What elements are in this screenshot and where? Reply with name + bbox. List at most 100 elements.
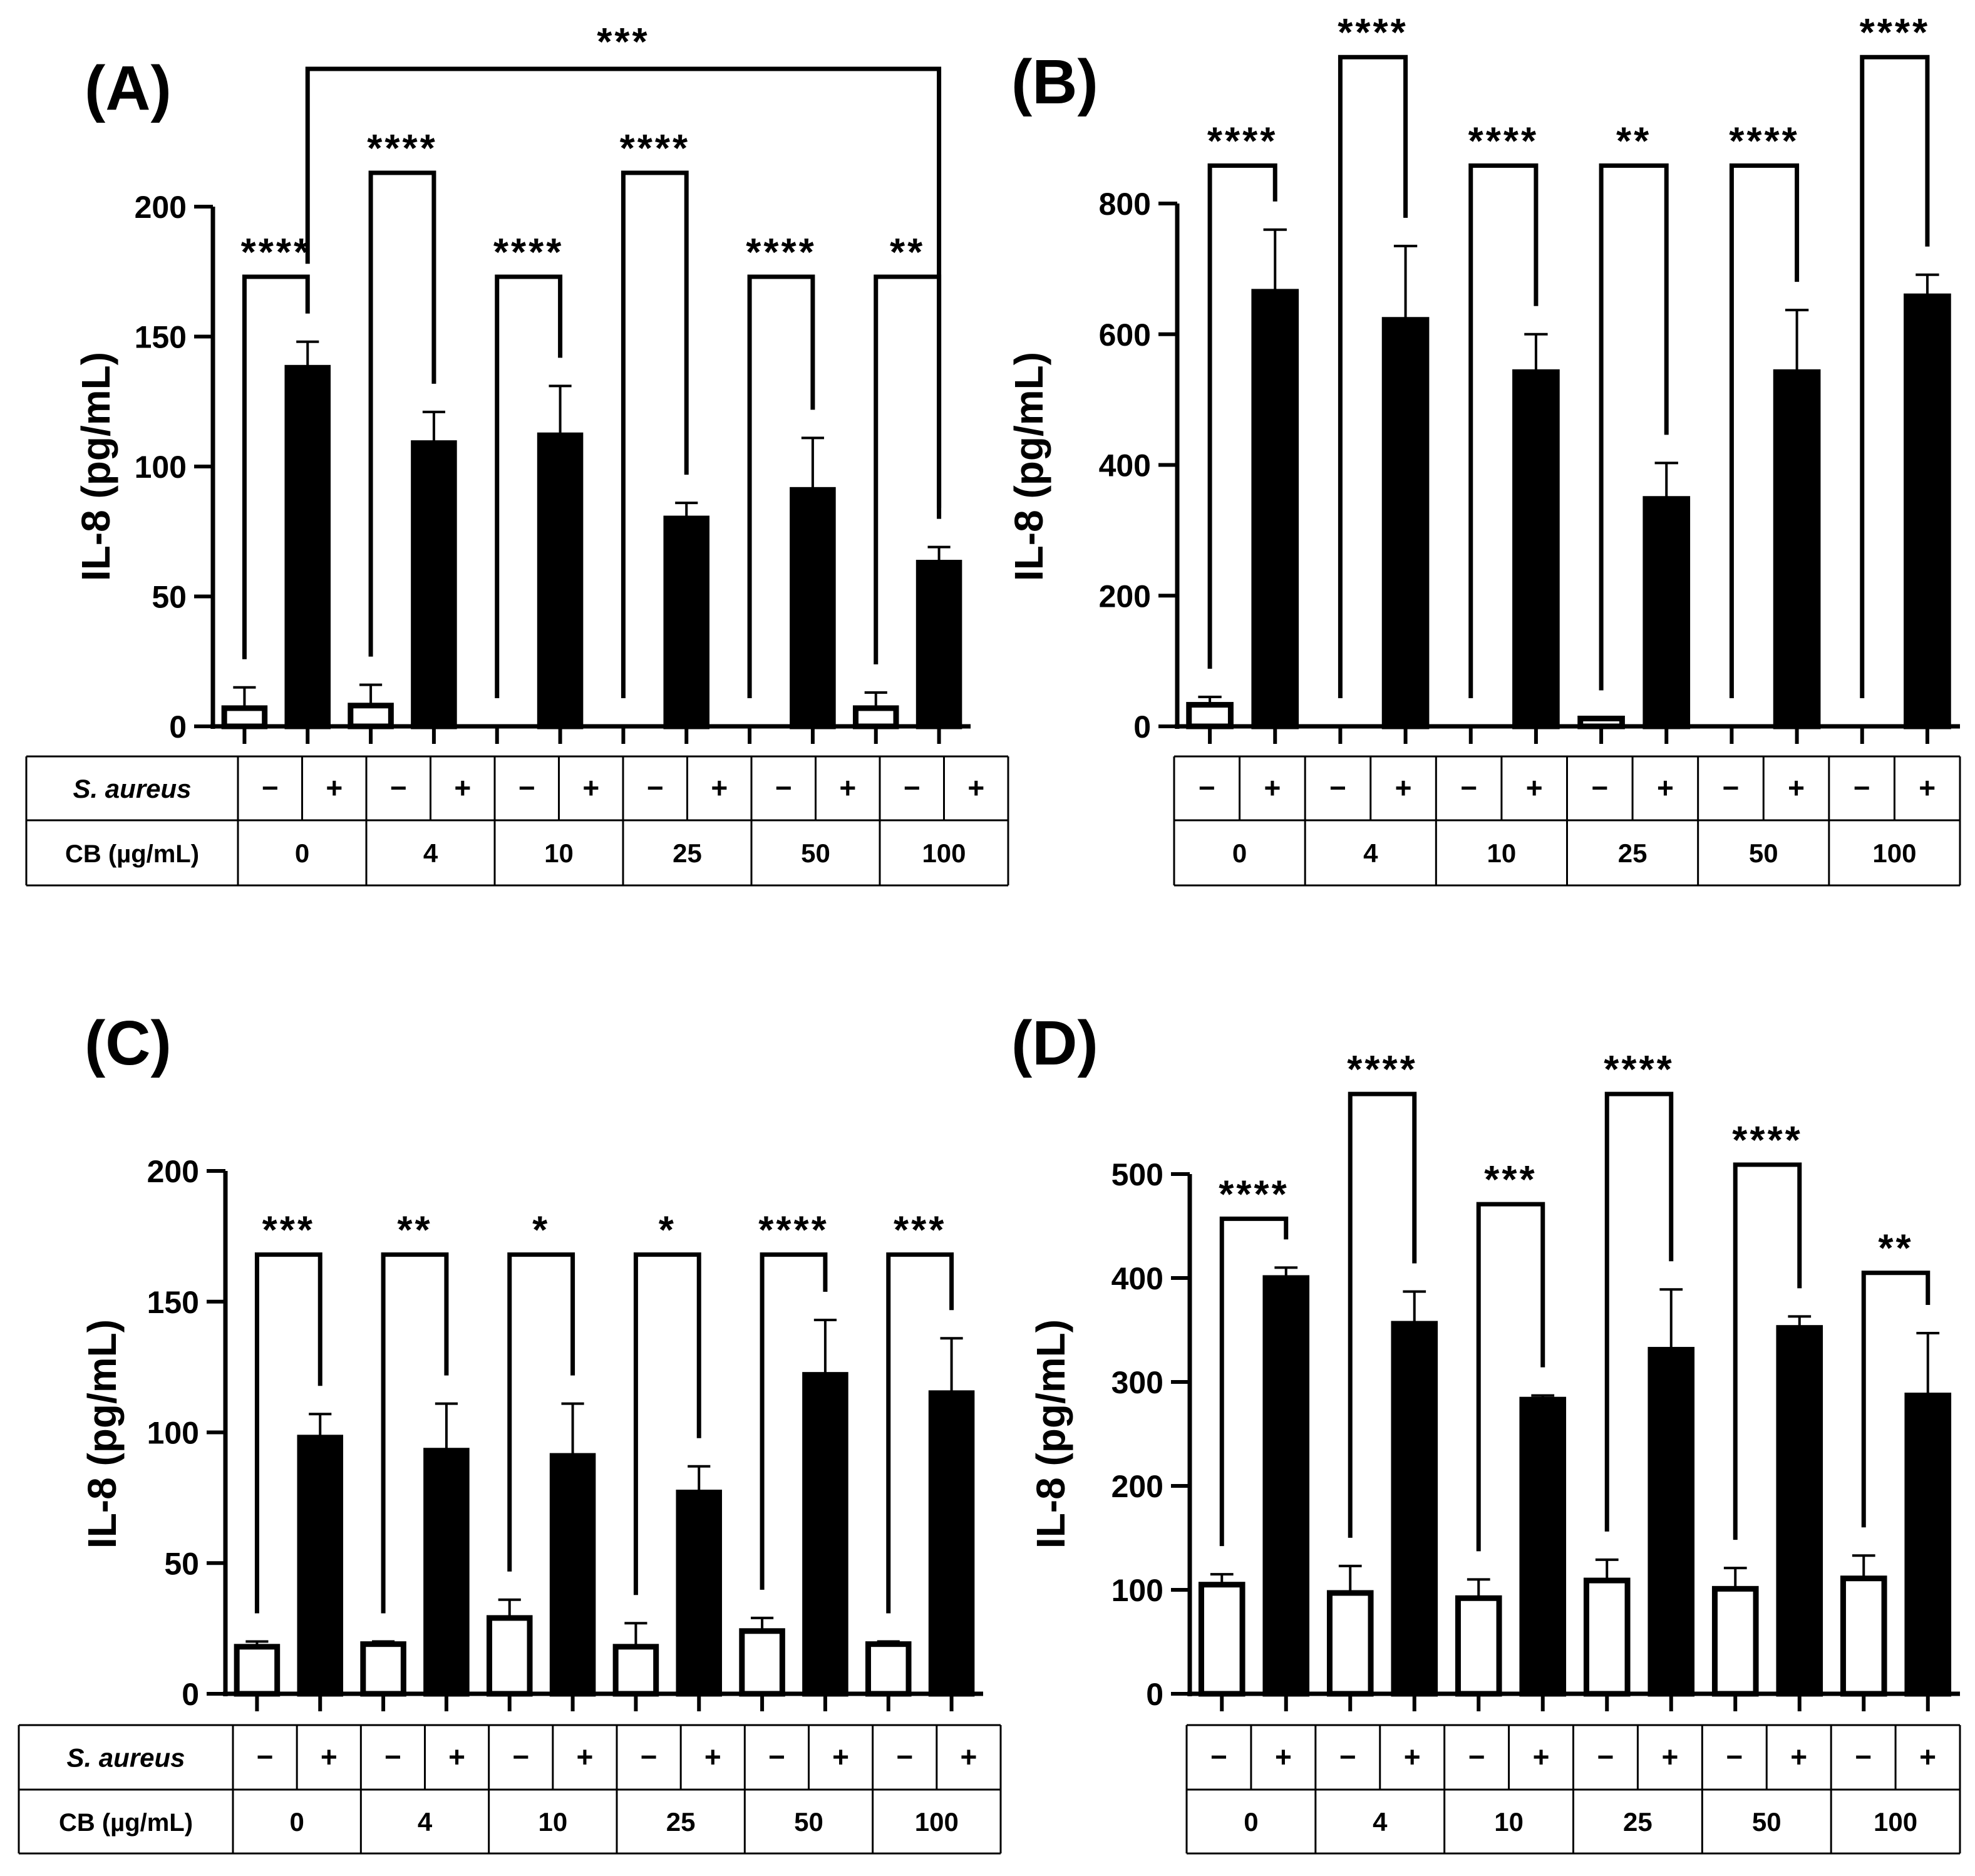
- significance-bracket: [1348, 1091, 1417, 1538]
- significance-label: *: [659, 1209, 676, 1252]
- plus-sign: +: [1533, 1741, 1550, 1773]
- panel-title: (C): [85, 1008, 172, 1078]
- significance-label: ****: [1207, 120, 1278, 163]
- bar-infected: [802, 1372, 848, 1697]
- minus-sign: −: [1854, 771, 1870, 804]
- significance-label: *: [532, 1209, 550, 1252]
- cb-label: CB (µg/mL): [59, 1809, 193, 1837]
- bar-control: [739, 1628, 785, 1697]
- y-tick-label: 500: [1111, 1157, 1163, 1192]
- minus-sign: −: [641, 1741, 657, 1773]
- minus-sign: −: [1723, 771, 1740, 804]
- bar-infected: [1381, 317, 1430, 729]
- significance-label: **: [1616, 120, 1651, 163]
- bar-infected: [1512, 369, 1560, 729]
- bar-infected: [1648, 1347, 1695, 1697]
- bar-infected: [1904, 1393, 1952, 1697]
- significance-bracket: [1861, 1270, 1931, 1528]
- cb-concentration: 0: [289, 1807, 304, 1837]
- bar-control: [348, 703, 394, 729]
- bar-infected: [790, 487, 836, 729]
- plus-sign: +: [960, 1741, 977, 1773]
- significance-bracket: [1604, 1091, 1674, 1532]
- significance-bracket: [621, 170, 689, 698]
- minus-sign: −: [775, 771, 792, 804]
- cb-concentration: 4: [418, 1807, 433, 1837]
- cb-concentration: 0: [1244, 1807, 1258, 1837]
- significance-label: **: [890, 231, 925, 274]
- bar-control: [852, 705, 899, 729]
- significance-label: ****: [1604, 1048, 1674, 1091]
- bar-infected: [1519, 1396, 1567, 1697]
- minus-sign: −: [904, 771, 920, 804]
- y-axis-label: IL-8 (pg/mL): [1028, 1319, 1073, 1549]
- significance-bracket: [760, 1252, 828, 1590]
- significance-bracket: [1468, 163, 1539, 698]
- y-tick-label: 150: [135, 320, 187, 355]
- minus-sign: −: [1339, 1741, 1356, 1773]
- y-tick-label: 600: [1099, 317, 1151, 353]
- bar-infected: [915, 560, 962, 729]
- condition-table: S. aureus CB (µg/mL) − + − + − + − + − + − +0 4 10 25 50 1…: [25, 755, 1009, 887]
- y-tick-label: 100: [147, 1416, 199, 1451]
- y-tick-label: 400: [1111, 1261, 1163, 1296]
- plus-sign: +: [448, 1741, 465, 1773]
- significance-bracket: [1733, 1162, 1802, 1540]
- significance-bracket: [633, 1252, 701, 1595]
- bar-infected: [1391, 1321, 1438, 1697]
- significance-bracket: [1599, 163, 1669, 691]
- bar-infected: [549, 1453, 596, 1697]
- cb-concentration: 50: [1752, 1807, 1782, 1837]
- significance-bracket: [1860, 54, 1930, 698]
- bar-infected: [537, 432, 584, 729]
- bar-control: [360, 1641, 406, 1697]
- bar-infected: [663, 515, 710, 729]
- y-tick-label: 200: [147, 1154, 199, 1189]
- significance-label: ****: [1338, 11, 1408, 54]
- cb-concentration: 50: [801, 838, 830, 868]
- plus-sign: +: [1788, 771, 1805, 804]
- plus-sign: +: [1526, 771, 1543, 804]
- plus-sign: +: [454, 771, 471, 804]
- bar-infected: [1262, 1275, 1310, 1697]
- cb-concentration: 0: [295, 838, 309, 868]
- y-axis-label: IL-8 (pg/mL): [1006, 352, 1051, 581]
- cb-concentration: 100: [1872, 838, 1916, 868]
- bar-infected: [297, 1435, 344, 1697]
- panel-title: (B): [1011, 47, 1098, 117]
- plus-sign: +: [326, 771, 343, 804]
- plus-sign: +: [1395, 771, 1412, 804]
- condition-table: − + − + − + − + − + − +0 4 10 25 50 100: [1185, 1724, 1961, 1855]
- y-tick-label: 400: [1099, 448, 1151, 483]
- cb-concentration: 10: [538, 1807, 567, 1837]
- significance-bracket: [254, 1252, 322, 1614]
- bar-infected: [423, 1448, 470, 1697]
- cb-concentration: 0: [1232, 838, 1247, 868]
- cb-concentration: 4: [1363, 838, 1378, 868]
- panel-title: (A): [85, 53, 172, 123]
- minus-sign: −: [1726, 1741, 1743, 1773]
- y-tick-label: 0: [182, 1677, 199, 1712]
- minus-sign: −: [1210, 1741, 1227, 1773]
- y-tick-label: 200: [1099, 579, 1151, 614]
- cb-concentration: 25: [1623, 1807, 1653, 1837]
- condition-table: − + − + − + − + − + − +0 4 10 25 50 100: [1173, 755, 1961, 887]
- bar-infected: [1251, 289, 1299, 729]
- bar-infected: [284, 364, 331, 729]
- bar-control: [1186, 702, 1234, 729]
- bar-infected: [1776, 1325, 1823, 1697]
- plus-sign: +: [967, 771, 984, 804]
- significance-label: ****: [1219, 1173, 1289, 1216]
- bar-control: [1455, 1595, 1502, 1697]
- minus-sign: −: [1597, 1741, 1614, 1773]
- y-axis-label: IL-8 (pg/mL): [73, 352, 118, 581]
- bar-control: [234, 1644, 281, 1697]
- significance-label: ****: [1347, 1048, 1418, 1091]
- cb-label: CB (µg/mL): [65, 840, 199, 868]
- plus-sign: +: [1657, 771, 1674, 804]
- bar-infected: [928, 1390, 975, 1697]
- cb-concentration: 100: [922, 838, 966, 868]
- significance-bracket: [747, 274, 815, 698]
